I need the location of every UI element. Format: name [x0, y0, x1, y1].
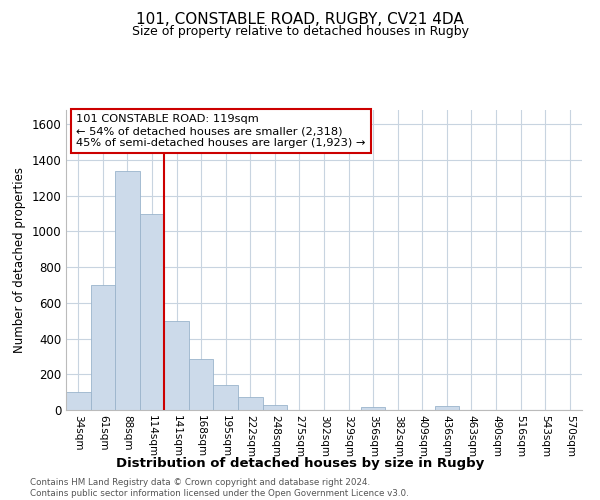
Text: 101 CONSTABLE ROAD: 119sqm
← 54% of detached houses are smaller (2,318)
45% of s: 101 CONSTABLE ROAD: 119sqm ← 54% of deta…	[76, 114, 365, 148]
Bar	[66, 392, 91, 410]
Bar	[189, 359, 214, 410]
Bar	[140, 214, 164, 410]
Bar	[115, 170, 140, 410]
Text: Distribution of detached houses by size in Rugby: Distribution of detached houses by size …	[116, 458, 484, 470]
Bar	[434, 406, 459, 410]
Text: Contains HM Land Registry data © Crown copyright and database right 2024.
Contai: Contains HM Land Registry data © Crown c…	[30, 478, 409, 498]
Text: 101, CONSTABLE ROAD, RUGBY, CV21 4DA: 101, CONSTABLE ROAD, RUGBY, CV21 4DA	[136, 12, 464, 28]
Text: Size of property relative to detached houses in Rugby: Size of property relative to detached ho…	[131, 25, 469, 38]
Bar	[164, 320, 189, 410]
Bar	[263, 404, 287, 410]
Y-axis label: Number of detached properties: Number of detached properties	[13, 167, 26, 353]
Bar	[361, 408, 385, 410]
Bar	[91, 285, 115, 410]
Bar	[214, 385, 238, 410]
Bar	[238, 396, 263, 410]
